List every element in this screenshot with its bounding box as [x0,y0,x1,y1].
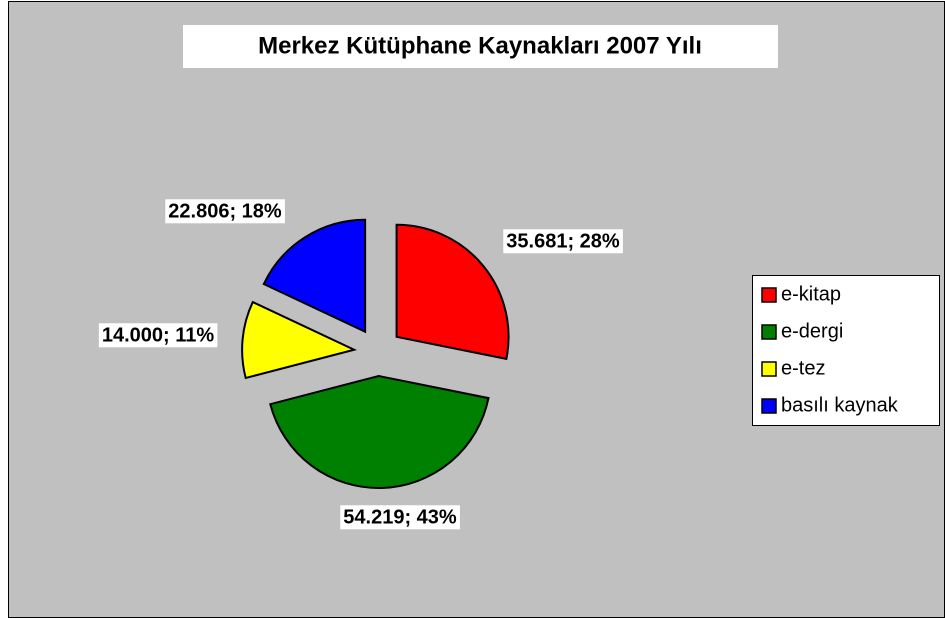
data-label: 22.806; 18% [168,200,282,222]
data-label-box [340,505,460,530]
data-label-box [165,199,285,224]
pie-slice [262,218,367,334]
chart-title: Merkez Kütüphane Kaynakları 2007 Yılı [258,32,702,59]
legend-label: basılı kaynak [781,394,899,416]
legend-label: e-kitap [781,283,841,305]
data-label-box [503,229,623,254]
legend-swatch [761,361,777,377]
pie-slice [241,300,358,380]
data-label: 54.219; 43% [343,506,457,528]
legend-swatch [761,287,777,303]
data-label: 14.000; 11% [102,324,215,346]
pie-slice [395,223,510,361]
legend-label: e-dergi [781,320,843,342]
data-label: 35.681; 28% [506,230,620,252]
legend-swatch [761,398,777,414]
pie-slice [269,374,490,489]
title-box [183,25,778,68]
legend [752,275,940,426]
data-label-box [98,323,218,348]
legend-label: e-tez [781,357,825,379]
legend-swatch [761,324,777,340]
